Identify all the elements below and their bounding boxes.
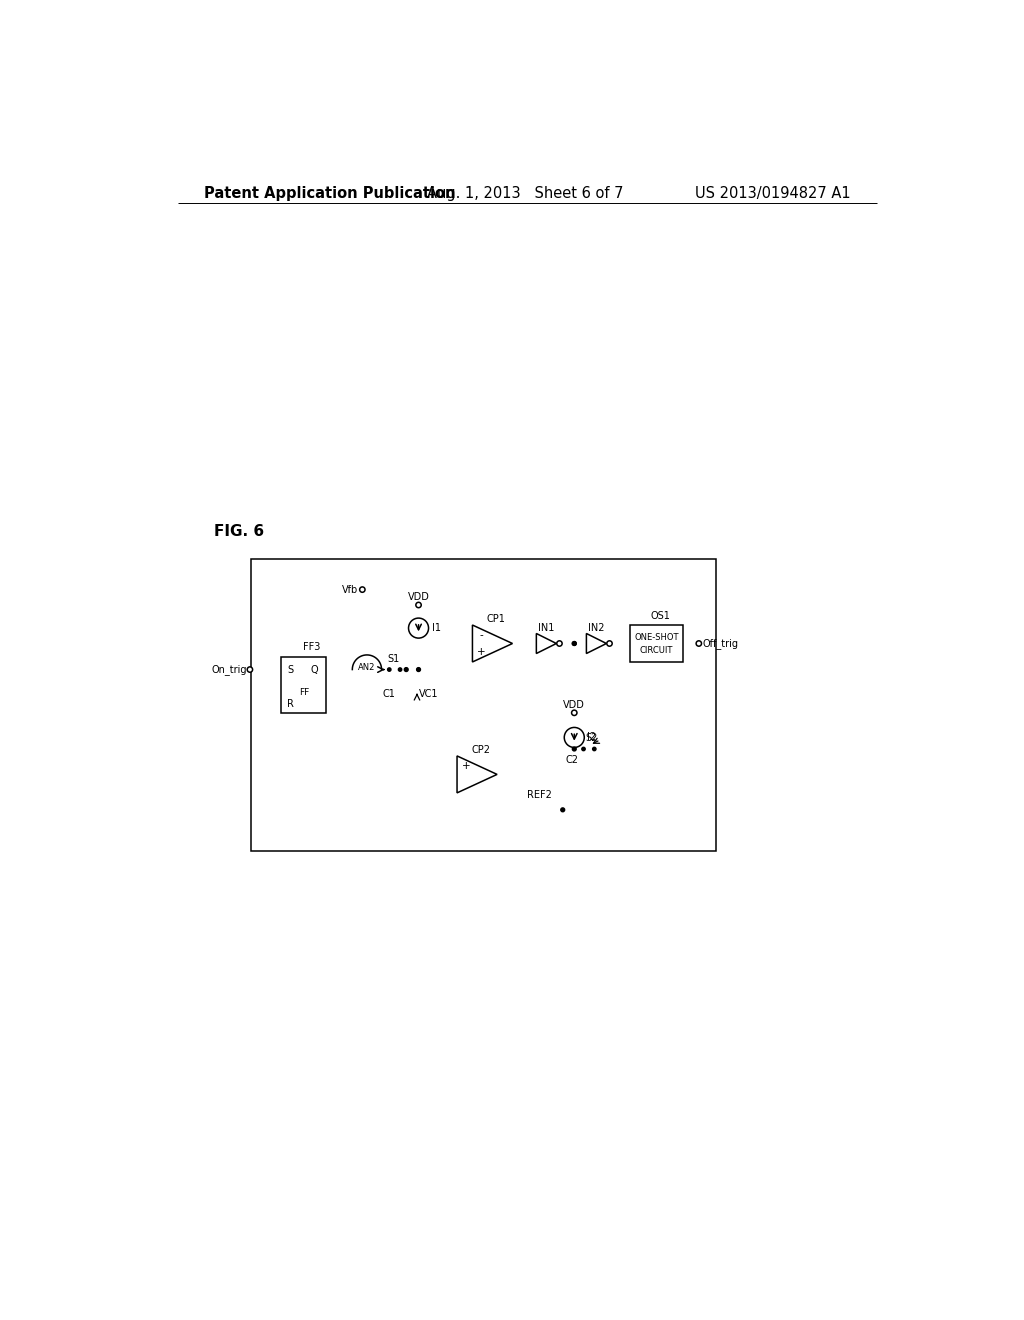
Text: AN2: AN2 [358, 663, 376, 672]
Bar [630, 626, 683, 663]
Text: I2: I2 [588, 733, 597, 742]
Text: Off_trig: Off_trig [702, 638, 738, 649]
Text: Vfb: Vfb [341, 585, 357, 594]
Circle shape [404, 668, 409, 672]
Circle shape [409, 618, 429, 638]
Circle shape [572, 747, 577, 751]
Text: VDD: VDD [408, 593, 429, 602]
Circle shape [582, 747, 585, 751]
Text: Q: Q [310, 664, 317, 675]
Text: R: R [288, 700, 294, 709]
Circle shape [696, 640, 701, 647]
Text: VDD: VDD [563, 700, 585, 710]
Text: FF: FF [299, 688, 309, 697]
Text: CP1: CP1 [486, 614, 506, 624]
Text: On_trig: On_trig [211, 664, 247, 675]
Text: S2: S2 [585, 733, 597, 743]
Text: Patent Application Publication: Patent Application Publication [204, 186, 456, 201]
Circle shape [572, 642, 577, 645]
Text: C2: C2 [565, 755, 579, 764]
Text: Aug. 1, 2013   Sheet 6 of 7: Aug. 1, 2013 Sheet 6 of 7 [427, 186, 623, 201]
Text: I1: I1 [432, 623, 440, 634]
Bar [251, 558, 716, 851]
Text: C1: C1 [383, 689, 395, 700]
Text: IN2: IN2 [588, 623, 604, 634]
Circle shape [593, 747, 596, 751]
Text: ONE-SHOT: ONE-SHOT [634, 634, 679, 643]
Circle shape [398, 668, 401, 672]
Circle shape [247, 667, 253, 672]
Circle shape [359, 587, 365, 593]
Circle shape [388, 668, 391, 672]
Circle shape [571, 710, 577, 715]
Text: VC1: VC1 [419, 689, 438, 700]
Text: OS1: OS1 [650, 611, 671, 620]
Text: REF2: REF2 [527, 791, 552, 800]
Circle shape [607, 640, 612, 647]
Circle shape [557, 640, 562, 647]
Text: FIG. 6: FIG. 6 [214, 524, 264, 540]
Circle shape [417, 668, 421, 672]
Circle shape [572, 642, 577, 645]
Polygon shape [537, 634, 556, 653]
Polygon shape [587, 634, 606, 653]
Polygon shape [472, 626, 512, 663]
Text: IN1: IN1 [539, 623, 555, 634]
Text: US 2013/0194827 A1: US 2013/0194827 A1 [695, 186, 851, 201]
Text: CIRCUIT: CIRCUIT [640, 645, 673, 655]
Text: +: + [477, 647, 485, 656]
Text: -: - [479, 631, 483, 640]
Circle shape [564, 727, 585, 747]
Text: CP2: CP2 [471, 744, 490, 755]
Circle shape [416, 602, 421, 607]
Bar [282, 657, 326, 713]
Text: S1: S1 [387, 653, 399, 664]
Polygon shape [457, 756, 497, 793]
Circle shape [561, 808, 564, 812]
Text: S: S [288, 664, 294, 675]
Text: +: + [462, 762, 470, 771]
Text: FF3: FF3 [303, 642, 321, 652]
